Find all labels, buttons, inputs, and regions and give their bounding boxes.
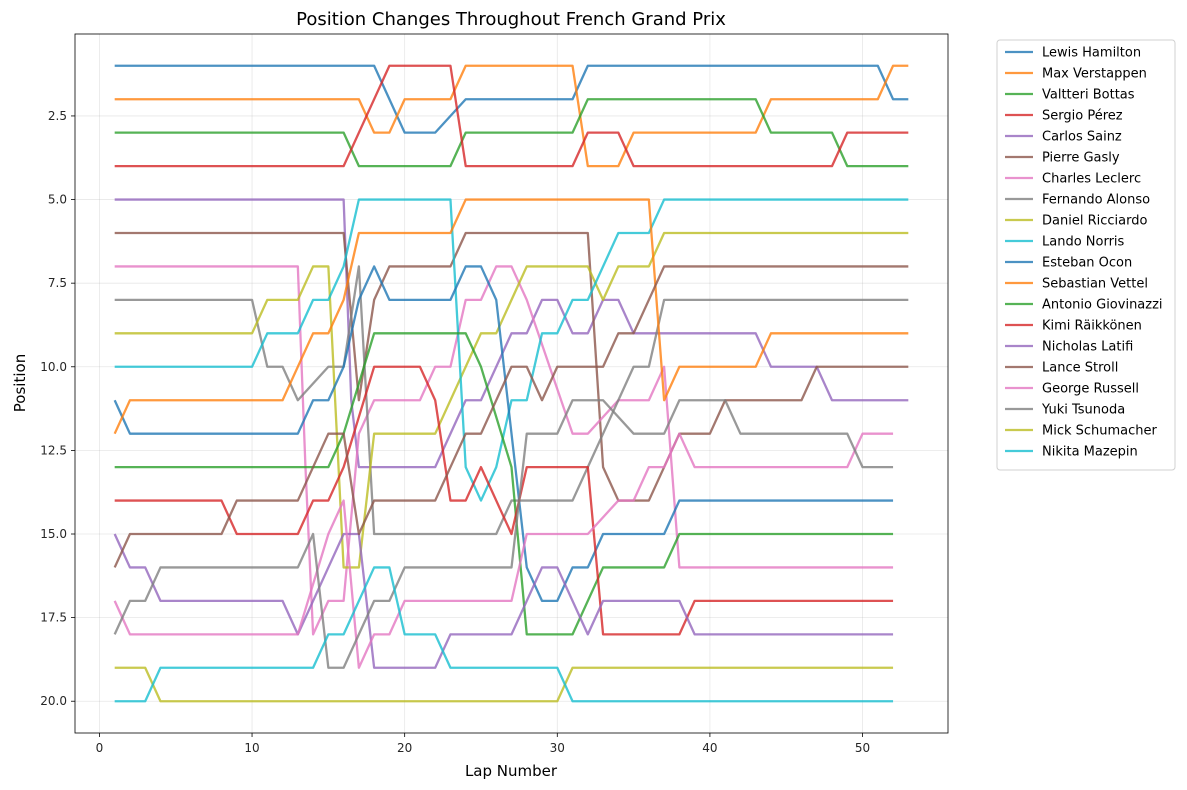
x-axis-ticks: 0 10 20 30 40 50 bbox=[96, 733, 870, 755]
legend-box bbox=[996, 39, 1176, 471]
y-tick-label: 5.0 bbox=[48, 193, 67, 207]
y-tick-label: 12.5 bbox=[40, 443, 67, 457]
x-tick-label: 20 bbox=[397, 741, 412, 755]
legend-label: Mick Schumacher bbox=[1042, 424, 1158, 439]
legend-label: Charles Leclerc bbox=[1042, 172, 1141, 187]
series-line-7 bbox=[114, 265, 909, 536]
legend-label: Antonio Giovinazzi bbox=[1042, 298, 1163, 313]
series-line-13 bbox=[114, 365, 894, 636]
chart-title: Position Changes Throughout French Grand… bbox=[296, 9, 726, 30]
y-tick-label: 7.5 bbox=[48, 276, 67, 290]
series-line-3 bbox=[114, 64, 909, 168]
series-line-17 bbox=[113, 399, 894, 669]
y-axis-ticks: 2.5 5.0 7.5 10.0 12.5 15.0 17.5 20.0 bbox=[40, 109, 75, 708]
x-tick-label: 0 bbox=[96, 741, 104, 755]
legend-label: Kimi Räikkönen bbox=[1042, 319, 1142, 334]
legend-label: Nicholas Latifi bbox=[1042, 340, 1133, 355]
series-line-14 bbox=[113, 532, 894, 669]
x-tick-label: 40 bbox=[702, 741, 717, 755]
y-tick-label: 17.5 bbox=[40, 611, 67, 625]
y-tick-label: 15.0 bbox=[40, 527, 67, 541]
series-line-4 bbox=[114, 198, 909, 469]
series-line-19 bbox=[114, 566, 894, 703]
plot-frame bbox=[74, 33, 949, 734]
legend-label: Valtteri Bottas bbox=[1042, 88, 1135, 103]
legend-label: Carlos Sainz bbox=[1042, 130, 1122, 145]
legend-label: Daniel Ricciardo bbox=[1042, 214, 1147, 229]
y-tick-label: 2.5 bbox=[48, 109, 67, 123]
series-line-8 bbox=[114, 231, 909, 569]
series-line-10 bbox=[113, 265, 894, 603]
legend-label: Lance Stroll bbox=[1042, 361, 1118, 376]
series-line-2 bbox=[114, 98, 909, 168]
legend-label: Lewis Hamilton bbox=[1042, 46, 1141, 61]
legend-label: George Russell bbox=[1042, 382, 1139, 397]
series-line-18 bbox=[114, 666, 894, 703]
x-tick-label: 10 bbox=[244, 741, 259, 755]
legend-label: Lando Norris bbox=[1042, 235, 1125, 250]
series-line-16 bbox=[113, 432, 894, 669]
series-lines bbox=[113, 64, 909, 703]
series-line-6 bbox=[114, 265, 894, 636]
legend-label: Max Verstappen bbox=[1042, 67, 1147, 82]
legend: Lewis Hamilton Max Verstappen Valtteri Bot… bbox=[996, 39, 1176, 471]
x-tick-label: 30 bbox=[550, 741, 565, 755]
series-line-11 bbox=[113, 198, 909, 435]
legend-label: Nikita Mazepin bbox=[1042, 445, 1138, 460]
x-tick-label: 50 bbox=[855, 741, 870, 755]
x-axis-title: Lap Number bbox=[465, 762, 558, 780]
y-axis-title: Position bbox=[11, 354, 29, 412]
y-tick-label: 20.0 bbox=[40, 694, 67, 708]
y-tick-label: 10.0 bbox=[40, 360, 67, 374]
legend-label: Esteban Ocon bbox=[1042, 256, 1132, 271]
series-line-5 bbox=[114, 231, 909, 502]
series-line-15 bbox=[113, 265, 909, 568]
legend-label: Sebastian Vettel bbox=[1042, 277, 1148, 292]
legend-label: Yuki Tsunoda bbox=[1041, 403, 1125, 418]
legend-label: Fernando Alonso bbox=[1042, 193, 1150, 208]
legend-label: Pierre Gasly bbox=[1042, 151, 1120, 166]
legend-label: Sergio Pérez bbox=[1042, 109, 1123, 124]
